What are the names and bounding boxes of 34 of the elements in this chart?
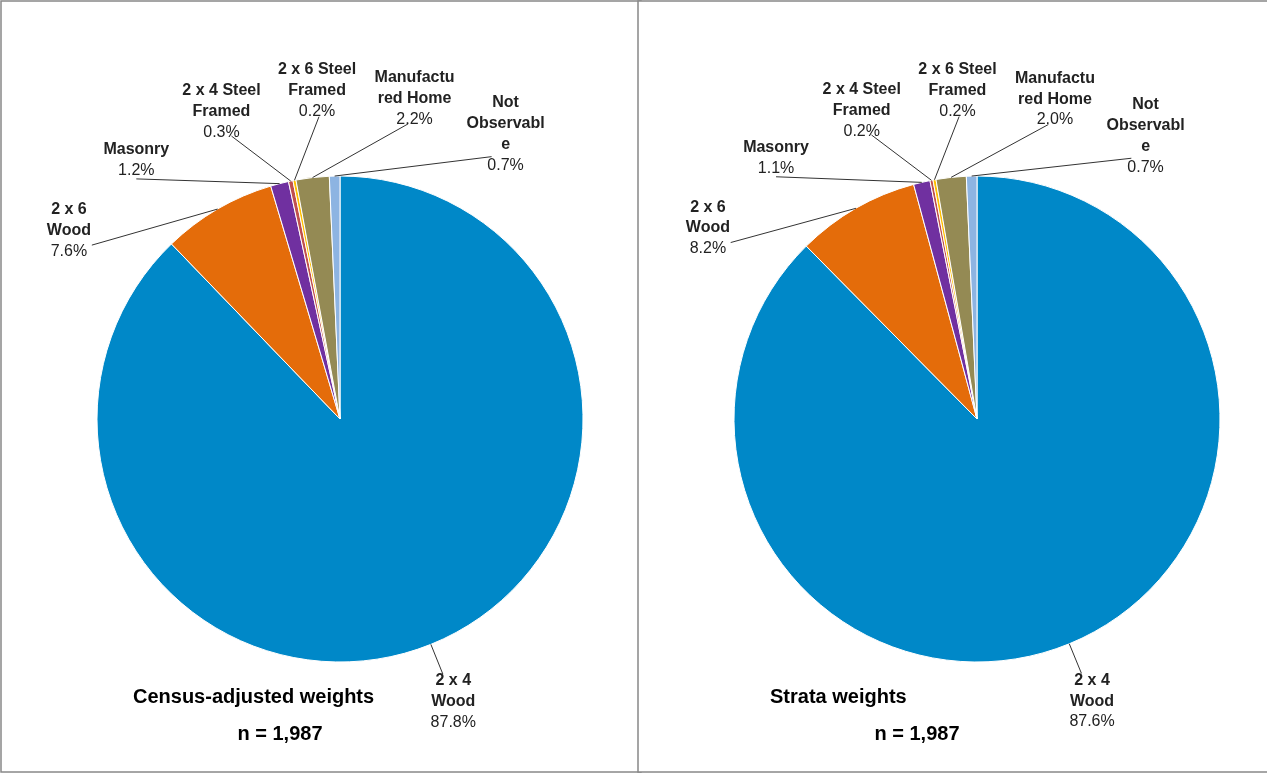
data-label: 0.2% [939, 101, 976, 119]
slice-label: Manufactured Home [374, 67, 455, 106]
slice-label: Masonry [743, 137, 810, 155]
slice-label: Not Observable [466, 93, 545, 153]
pie-slice [733, 175, 1221, 663]
slice-label: 2 x 4 Steel Framed [182, 81, 261, 120]
text: Census-adjusted weights [133, 685, 375, 707]
slice-label: 2 x 4 Wood [431, 671, 476, 710]
data-label: 87.6% [1069, 712, 1115, 730]
slice-label: Masonry [103, 139, 170, 157]
data-label: 8.2% [689, 239, 727, 257]
slice-label: 2 x 4 Steel Framed [822, 80, 901, 118]
text: Strata weights [770, 685, 907, 707]
data-label: 1.1% [757, 158, 795, 176]
data-label: 0.7% [487, 155, 524, 173]
data-label: 0.2% [298, 101, 336, 119]
text: n = 1,987 [237, 722, 323, 744]
slice-label: Not Observable [1106, 95, 1185, 154]
data-label: 0.3% [203, 122, 240, 140]
data-label: 87.8% [430, 713, 476, 731]
data-label: 0.2% [843, 121, 880, 139]
slice-label: 2 x 4 Wood [1070, 670, 1115, 709]
pie-slice [96, 175, 584, 663]
text: n = 1,987 [874, 722, 960, 744]
data-label: 0.7% [1127, 157, 1164, 175]
slice-label: 2 x 6 Steel Framed [277, 60, 357, 99]
slice-label: 2 x 6 Wood [46, 200, 91, 239]
slice-label: Manufactured Home [1014, 68, 1095, 107]
slice-label: 2 x 6 Wood [685, 197, 730, 236]
slice-label: 2 x 6 Steel Framed [918, 60, 997, 98]
data-label: 1.2% [118, 160, 155, 178]
data-label: 7.6% [50, 242, 88, 260]
data-label: 2.0% [1036, 110, 1074, 128]
data-label: 2.2% [396, 109, 433, 127]
